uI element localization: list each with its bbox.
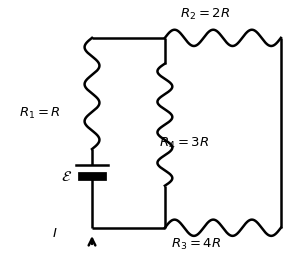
Text: $\mathit{R}_4 = 3\mathit{R}$: $\mathit{R}_4 = 3\mathit{R}$	[159, 136, 209, 151]
Text: $\mathit{I}$: $\mathit{I}$	[52, 227, 58, 240]
Text: $\mathit{R}_2 = 2\mathit{R}$: $\mathit{R}_2 = 2\mathit{R}$	[180, 6, 230, 22]
Text: $\mathcal{E}$: $\mathcal{E}$	[61, 169, 72, 184]
Text: $\mathit{R}_1 = \mathit{R}$: $\mathit{R}_1 = \mathit{R}$	[19, 106, 61, 121]
Text: $\mathit{R}_3 = 4\mathit{R}$: $\mathit{R}_3 = 4\mathit{R}$	[171, 237, 221, 252]
